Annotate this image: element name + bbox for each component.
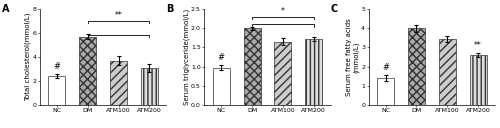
Bar <box>306 39 322 105</box>
Y-axis label: Serum triglyceride(mmol/L): Serum triglyceride(mmol/L) <box>183 9 190 105</box>
Bar <box>377 78 394 105</box>
Bar <box>141 68 158 105</box>
Bar <box>274 42 291 105</box>
Bar <box>213 68 230 105</box>
Text: **: ** <box>474 41 482 50</box>
Bar <box>438 39 456 105</box>
Y-axis label: Total cholesterol(mmol/L): Total cholesterol(mmol/L) <box>24 13 31 101</box>
Bar <box>244 28 260 105</box>
Bar <box>408 28 425 105</box>
Bar <box>110 61 127 105</box>
Text: #: # <box>382 63 389 72</box>
Bar <box>80 37 96 105</box>
Bar <box>48 76 66 105</box>
Text: #: # <box>218 53 225 62</box>
Text: *: * <box>281 7 285 16</box>
Text: **: ** <box>114 12 122 20</box>
Y-axis label: Serum free fatty acids
(mmol/L): Serum free fatty acids (mmol/L) <box>346 18 360 96</box>
Text: #: # <box>54 62 60 71</box>
Text: A: A <box>2 4 10 14</box>
Bar <box>470 55 486 105</box>
Text: C: C <box>330 4 338 14</box>
Text: B: B <box>166 4 174 14</box>
